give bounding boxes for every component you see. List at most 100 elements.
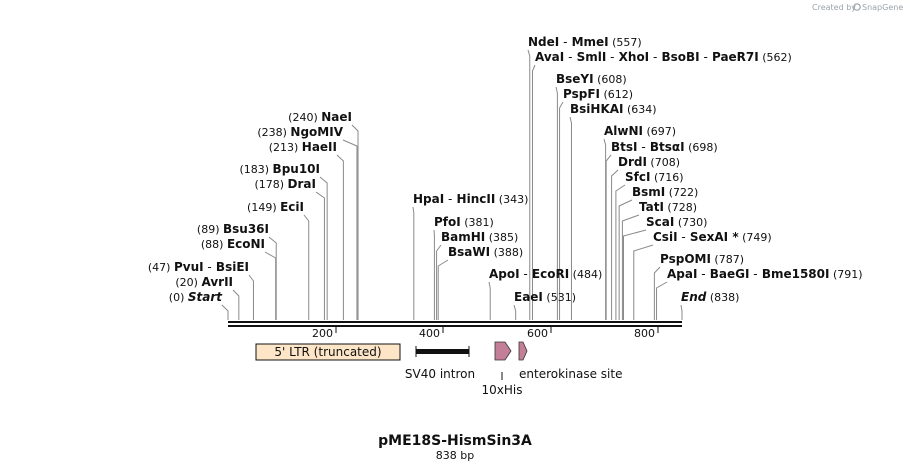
site-leader-line <box>488 281 491 320</box>
site-11[interactable]: ScaI (730) <box>622 215 707 320</box>
site-leader-line <box>531 64 536 320</box>
site-leader-line <box>232 289 240 320</box>
site-21[interactable]: EaeI (531) <box>513 290 576 320</box>
site-9[interactable]: BsmI (722) <box>618 185 698 320</box>
enzyme-name: EcoNI <box>227 237 265 251</box>
site-leader-line <box>555 86 558 320</box>
site-label: BsmI (722) <box>632 185 698 199</box>
enzyme-separator: - <box>678 230 686 244</box>
site-position: (838) <box>706 291 739 304</box>
enzyme-name: PspOMI <box>660 252 711 266</box>
site-3[interactable]: PspFI (612) <box>559 87 634 320</box>
tick-label: 200 <box>312 327 333 340</box>
feature-label: 10xHis <box>482 383 523 397</box>
site-leader-line <box>336 154 344 320</box>
site-leader-line <box>621 214 640 320</box>
site-26[interactable]: (178) DraI <box>254 177 325 320</box>
site-13[interactable]: PspOMI (787) <box>653 252 744 320</box>
site-position: (89) <box>197 223 223 236</box>
site-position: (787) <box>711 253 744 266</box>
site-label: (240) NaeI <box>288 110 352 124</box>
site-position: (608) <box>594 73 627 86</box>
site-22[interactable]: (240) NaeI <box>288 110 359 320</box>
site-leader-line <box>268 236 277 320</box>
site-position: (698) <box>685 141 718 154</box>
site-16[interactable]: HpaI - HincII (343) <box>412 192 528 320</box>
site-position: (47) <box>148 261 174 274</box>
site-7[interactable]: DrdI (708) <box>611 155 680 320</box>
site-leader-line <box>351 124 359 320</box>
site-4[interactable]: BsiHKAI (634) <box>569 102 657 320</box>
site-label: (0) Start <box>169 290 223 304</box>
site-10[interactable]: TatI (728) <box>621 200 697 320</box>
site-15[interactable]: End (838) <box>680 290 739 320</box>
site-17[interactable]: PfoI (381) <box>433 215 494 320</box>
site-position: (557) <box>609 36 642 49</box>
site-label: ApoI - EcoRI (484) <box>489 267 602 281</box>
site-1[interactable]: AvaI - SmlI - XhoI - BsoBI - PaeR7I (562… <box>531 50 792 320</box>
site-27[interactable]: (149) EciI <box>247 200 310 320</box>
enzyme-name: PaeR7I <box>708 50 759 64</box>
site-label: HpaI - HincII (343) <box>413 192 528 206</box>
site-leader-line <box>611 169 619 320</box>
site-5[interactable]: AlwNI (697) <box>603 124 676 320</box>
site-31[interactable]: (20) AvrII <box>175 275 240 320</box>
site-leader-line <box>513 304 517 320</box>
enzyme-name: End <box>681 290 707 304</box>
site-19[interactable]: BsaWI (388) <box>437 245 523 320</box>
site-position: (238) <box>257 126 290 139</box>
site-6[interactable]: BtsI - BtsαI (698) <box>605 140 718 320</box>
enzyme-name: BamHI <box>441 230 485 244</box>
enzyme-separator: - <box>749 267 757 281</box>
site-18[interactable]: BamHI (385) <box>436 230 519 320</box>
site-label: PfoI (381) <box>434 215 494 229</box>
site-leader-line <box>653 266 661 320</box>
site-25[interactable]: (183) Bpu10I <box>239 162 328 320</box>
feature-label: 5' LTR (truncated) <box>274 345 381 359</box>
site-32[interactable]: (0) Start <box>169 290 229 320</box>
site-29[interactable]: (88) EcoNI <box>201 237 277 320</box>
site-8[interactable]: SfcI (716) <box>615 170 684 320</box>
enzyme-name: PspFI <box>563 87 600 101</box>
site-label: (238) NgoMIV <box>257 125 343 139</box>
site-30[interactable]: (47) PvuI - BsiEI <box>148 260 254 320</box>
site-2[interactable]: BseYI (608) <box>555 72 627 320</box>
enzyme-name: Bsu36I <box>223 222 269 236</box>
site-label: BsaWI (388) <box>448 245 523 259</box>
site-label: (47) PvuI - BsiEI <box>148 260 249 274</box>
site-label: BtsI - BtsαI (698) <box>611 140 718 154</box>
feature-ltr: 5' LTR (truncated) <box>255 343 401 361</box>
backbone <box>228 321 682 327</box>
site-28[interactable]: (89) Bsu36I <box>197 222 277 320</box>
site-label: (183) Bpu10I <box>239 162 320 176</box>
site-leader-line <box>264 251 277 320</box>
enzyme-name: EciI <box>280 200 304 214</box>
site-position: (240) <box>288 111 321 124</box>
enzyme-name: BsmI <box>632 185 665 199</box>
site-leader-line <box>615 184 626 320</box>
site-14[interactable]: ApaI - BaeGI - Bme1580I (791) <box>656 267 863 320</box>
site-0[interactable]: NdeI - MmeI (557) <box>527 35 642 320</box>
site-leader-line <box>569 116 572 320</box>
scale-ticks: 200 400 600 800 <box>312 327 659 340</box>
site-leader-line <box>248 274 254 320</box>
enzyme-name: XhoI <box>614 50 649 64</box>
site-20[interactable]: ApoI - EcoRI (484) <box>488 267 602 320</box>
site-label: ApaI - BaeGI - Bme1580I (791) <box>667 267 863 281</box>
site-12[interactable]: CsiI - SexAI * (749) <box>633 230 772 320</box>
enzyme-name: SexAI * <box>686 230 740 244</box>
enzyme-name: DrdI <box>618 155 647 169</box>
enzyme-name: BsoBI <box>657 50 699 64</box>
site-23[interactable]: (238) NgoMIV <box>257 125 358 320</box>
site-24[interactable]: (213) HaeII <box>269 140 344 320</box>
ltr-box <box>255 343 401 361</box>
feature-sv40-intron: SV40 intron <box>405 346 475 381</box>
site-label: (213) HaeII <box>269 140 337 154</box>
site-position: (562) <box>759 51 792 64</box>
tick-label: 400 <box>419 327 440 340</box>
site-leader-line <box>605 154 612 320</box>
enzyme-separator: - <box>638 140 646 154</box>
enzyme-separator: - <box>520 267 528 281</box>
site-position: (697) <box>643 125 676 138</box>
site-label: ScaI (730) <box>646 215 707 229</box>
